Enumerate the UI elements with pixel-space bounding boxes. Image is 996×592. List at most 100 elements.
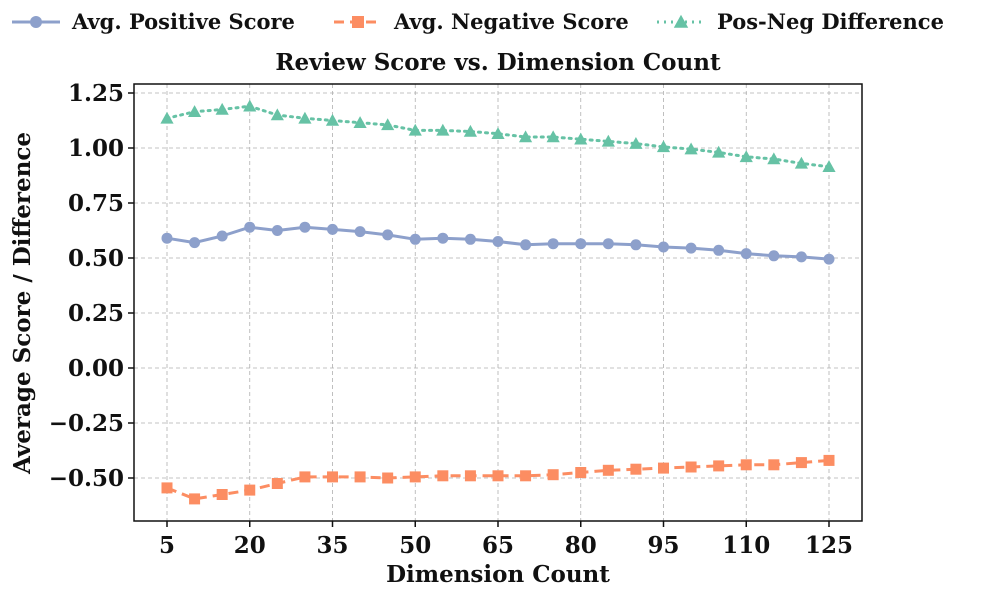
data-point <box>381 118 395 131</box>
data-point <box>215 102 229 115</box>
x-tick-label: 20 <box>234 532 266 559</box>
y-tick-label: 0.00 <box>68 355 124 382</box>
data-point <box>518 130 533 143</box>
legend-swatch-marker <box>352 16 364 28</box>
series-3 <box>160 99 836 172</box>
data-point <box>575 467 587 478</box>
y-tick-label: −0.25 <box>49 410 124 437</box>
data-point <box>685 461 697 473</box>
x-tick-label: 95 <box>647 532 679 559</box>
chart-title: Review Score vs. Dimension Count <box>275 49 721 76</box>
data-point <box>409 471 421 483</box>
data-point <box>713 460 725 472</box>
data-point <box>216 230 228 242</box>
x-tick-label: 80 <box>565 532 597 559</box>
data-point <box>409 233 421 245</box>
data-point <box>437 232 449 244</box>
data-point <box>161 482 173 494</box>
data-point <box>436 123 450 136</box>
data-point <box>243 99 257 112</box>
data-point <box>546 130 560 143</box>
data-point <box>739 150 753 163</box>
legend-label: Avg. Negative Score <box>393 9 629 34</box>
data-point <box>353 116 367 128</box>
data-point <box>574 132 588 145</box>
data-point <box>658 462 669 474</box>
data-point <box>464 470 476 482</box>
data-point <box>602 238 614 250</box>
grid <box>134 84 862 521</box>
data-point <box>327 223 338 235</box>
data-point <box>768 250 780 262</box>
data-point <box>437 470 449 482</box>
x-tick-label: 125 <box>805 532 853 559</box>
data-point <box>271 478 283 489</box>
data-point <box>630 463 642 475</box>
data-point <box>327 471 338 483</box>
data-point <box>382 229 394 241</box>
series-1 <box>161 221 835 265</box>
data-point <box>520 239 532 251</box>
data-point <box>299 471 311 483</box>
data-point <box>767 152 781 165</box>
data-point <box>547 469 559 481</box>
data-point <box>823 454 835 466</box>
data-point <box>740 248 752 260</box>
legend-item-2: Avg. Negative Score <box>334 9 629 34</box>
data-point <box>189 237 201 249</box>
data-point <box>822 160 836 172</box>
data-point <box>299 221 311 233</box>
data-point <box>656 140 671 153</box>
x-tick-label: 5 <box>159 532 175 559</box>
legend-label: Pos-Neg Difference <box>717 9 944 34</box>
series-layer <box>160 99 836 505</box>
y-tick-label: 1.25 <box>68 80 124 107</box>
data-point <box>823 253 835 265</box>
data-point <box>354 226 366 238</box>
legend-swatch-marker <box>673 14 689 28</box>
data-point <box>713 244 725 256</box>
data-point <box>464 233 476 245</box>
x-tick-label: 110 <box>722 532 770 559</box>
data-point <box>298 111 312 124</box>
data-point <box>547 238 559 250</box>
data-point <box>684 142 698 155</box>
data-point <box>244 221 256 233</box>
legend-swatch-marker <box>30 16 42 28</box>
data-point <box>520 470 532 482</box>
legend: Avg. Positive Score Avg. Negative Score Po… <box>12 9 944 34</box>
data-point <box>768 459 780 471</box>
data-point <box>658 241 669 253</box>
data-point <box>685 242 697 254</box>
legend-item-1: Avg. Positive Score <box>12 9 295 34</box>
y-axis-label: Average Score / Difference <box>9 132 36 475</box>
data-point <box>795 457 807 469</box>
data-point <box>575 238 587 250</box>
data-point <box>271 225 283 236</box>
y-tick-label: 0.75 <box>68 190 124 217</box>
y-tick-label: −0.50 <box>49 465 124 492</box>
data-point <box>492 236 504 247</box>
data-point <box>463 124 478 137</box>
data-point <box>187 105 202 117</box>
data-point <box>270 108 284 121</box>
data-point <box>795 251 807 263</box>
data-point <box>354 471 366 483</box>
data-point <box>382 472 394 484</box>
data-point <box>244 484 256 496</box>
data-point <box>630 239 642 251</box>
data-point <box>629 137 643 149</box>
y-ticks: −0.50 −0.25 0.00 0.25 0.50 0.75 1.00 1.25 <box>49 80 134 492</box>
data-point <box>189 493 201 505</box>
data-point <box>408 123 422 136</box>
y-tick-label: 0.50 <box>68 245 124 272</box>
data-point <box>216 489 228 500</box>
data-point <box>492 470 504 482</box>
data-point <box>602 464 614 476</box>
data-point <box>325 113 340 126</box>
legend-label: Avg. Positive Score <box>71 9 295 34</box>
data-point <box>161 232 173 244</box>
data-point <box>160 111 174 124</box>
x-tick-label: 35 <box>316 532 348 559</box>
